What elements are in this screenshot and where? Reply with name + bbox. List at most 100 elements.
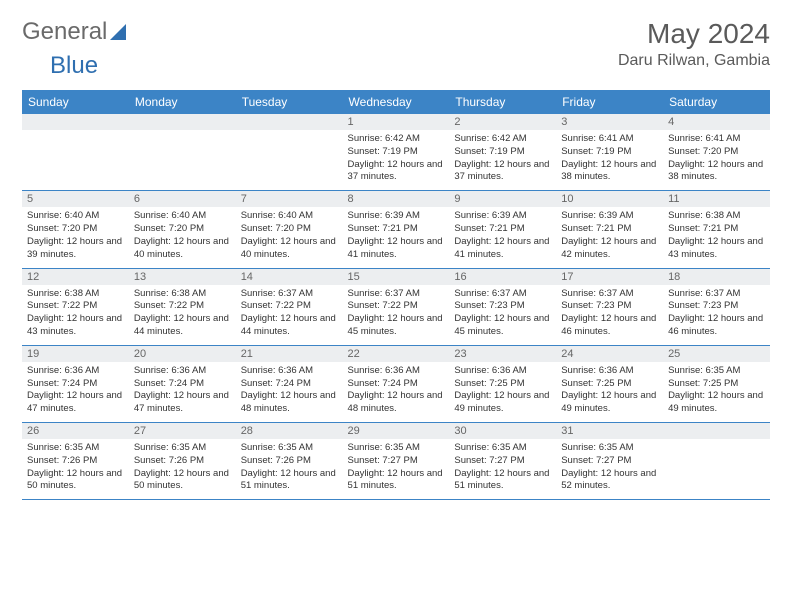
daylight-line: Daylight: 12 hours and 45 minutes. <box>454 313 551 339</box>
sunset-line: Sunset: 7:20 PM <box>668 146 765 159</box>
daylight-line: Daylight: 12 hours and 38 minutes. <box>668 159 765 185</box>
daylight-line: Daylight: 12 hours and 49 minutes. <box>454 390 551 416</box>
calendar-week: 1Sunrise: 6:42 AMSunset: 7:19 PMDaylight… <box>22 114 770 191</box>
day-number: 11 <box>663 191 770 207</box>
sunrise-line: Sunrise: 6:40 AM <box>241 210 338 223</box>
sunrise-line: Sunrise: 6:37 AM <box>241 288 338 301</box>
sunset-line: Sunset: 7:25 PM <box>454 378 551 391</box>
day-number: 22 <box>343 346 450 362</box>
day-body: Sunrise: 6:38 AMSunset: 7:22 PMDaylight:… <box>129 285 236 345</box>
calendar-cell: 23Sunrise: 6:36 AMSunset: 7:25 PMDayligh… <box>449 345 556 422</box>
sunrise-line: Sunrise: 6:36 AM <box>454 365 551 378</box>
sunrise-line: Sunrise: 6:40 AM <box>27 210 124 223</box>
calendar-cell <box>22 114 129 191</box>
calendar-cell: 2Sunrise: 6:42 AMSunset: 7:19 PMDaylight… <box>449 114 556 191</box>
calendar-cell: 8Sunrise: 6:39 AMSunset: 7:21 PMDaylight… <box>343 191 450 268</box>
daylight-line: Daylight: 12 hours and 45 minutes. <box>348 313 445 339</box>
sunrise-line: Sunrise: 6:35 AM <box>27 442 124 455</box>
sunrise-line: Sunrise: 6:35 AM <box>668 365 765 378</box>
day-header: Wednesday <box>343 90 450 114</box>
daylight-line: Daylight: 12 hours and 41 minutes. <box>454 236 551 262</box>
day-body: Sunrise: 6:36 AMSunset: 7:24 PMDaylight:… <box>236 362 343 422</box>
daylight-line: Daylight: 12 hours and 41 minutes. <box>348 236 445 262</box>
sunrise-line: Sunrise: 6:37 AM <box>348 288 445 301</box>
calendar-cell: 28Sunrise: 6:35 AMSunset: 7:26 PMDayligh… <box>236 423 343 500</box>
sunset-line: Sunset: 7:25 PM <box>668 378 765 391</box>
day-number: 6 <box>129 191 236 207</box>
day-number: 4 <box>663 114 770 130</box>
calendar-cell: 11Sunrise: 6:38 AMSunset: 7:21 PMDayligh… <box>663 191 770 268</box>
day-body: Sunrise: 6:36 AMSunset: 7:24 PMDaylight:… <box>129 362 236 422</box>
day-number: 15 <box>343 269 450 285</box>
day-body: Sunrise: 6:36 AMSunset: 7:24 PMDaylight:… <box>343 362 450 422</box>
day-number: 8 <box>343 191 450 207</box>
day-body: Sunrise: 6:35 AMSunset: 7:25 PMDaylight:… <box>663 362 770 422</box>
day-body: Sunrise: 6:35 AMSunset: 7:27 PMDaylight:… <box>343 439 450 499</box>
day-number: 5 <box>22 191 129 207</box>
sunset-line: Sunset: 7:20 PM <box>27 223 124 236</box>
sunrise-line: Sunrise: 6:40 AM <box>134 210 231 223</box>
day-number: 17 <box>556 269 663 285</box>
sunrise-line: Sunrise: 6:35 AM <box>241 442 338 455</box>
sunrise-line: Sunrise: 6:42 AM <box>348 133 445 146</box>
day-number: 7 <box>236 191 343 207</box>
calendar-cell: 13Sunrise: 6:38 AMSunset: 7:22 PMDayligh… <box>129 268 236 345</box>
sunset-line: Sunset: 7:20 PM <box>241 223 338 236</box>
sunrise-line: Sunrise: 6:37 AM <box>668 288 765 301</box>
day-body: Sunrise: 6:39 AMSunset: 7:21 PMDaylight:… <box>449 207 556 267</box>
sunset-line: Sunset: 7:22 PM <box>241 300 338 313</box>
calendar-cell: 4Sunrise: 6:41 AMSunset: 7:20 PMDaylight… <box>663 114 770 191</box>
calendar-cell: 3Sunrise: 6:41 AMSunset: 7:19 PMDaylight… <box>556 114 663 191</box>
day-number <box>663 423 770 439</box>
calendar-cell <box>129 114 236 191</box>
day-body: Sunrise: 6:37 AMSunset: 7:22 PMDaylight:… <box>236 285 343 345</box>
day-header: Tuesday <box>236 90 343 114</box>
daylight-line: Daylight: 12 hours and 44 minutes. <box>241 313 338 339</box>
day-body <box>663 439 770 497</box>
sunrise-line: Sunrise: 6:38 AM <box>27 288 124 301</box>
sunset-line: Sunset: 7:22 PM <box>348 300 445 313</box>
day-number: 24 <box>556 346 663 362</box>
sunrise-line: Sunrise: 6:37 AM <box>454 288 551 301</box>
daylight-line: Daylight: 12 hours and 37 minutes. <box>454 159 551 185</box>
day-body: Sunrise: 6:36 AMSunset: 7:25 PMDaylight:… <box>449 362 556 422</box>
calendar-cell: 30Sunrise: 6:35 AMSunset: 7:27 PMDayligh… <box>449 423 556 500</box>
daylight-line: Daylight: 12 hours and 52 minutes. <box>561 468 658 494</box>
day-number: 13 <box>129 269 236 285</box>
sunset-line: Sunset: 7:20 PM <box>134 223 231 236</box>
calendar-week: 5Sunrise: 6:40 AMSunset: 7:20 PMDaylight… <box>22 191 770 268</box>
calendar-cell: 18Sunrise: 6:37 AMSunset: 7:23 PMDayligh… <box>663 268 770 345</box>
day-body: Sunrise: 6:37 AMSunset: 7:22 PMDaylight:… <box>343 285 450 345</box>
calendar-cell: 14Sunrise: 6:37 AMSunset: 7:22 PMDayligh… <box>236 268 343 345</box>
day-header: Thursday <box>449 90 556 114</box>
sunset-line: Sunset: 7:26 PM <box>241 455 338 468</box>
day-body: Sunrise: 6:41 AMSunset: 7:19 PMDaylight:… <box>556 130 663 190</box>
sunset-line: Sunset: 7:24 PM <box>348 378 445 391</box>
sunrise-line: Sunrise: 6:36 AM <box>348 365 445 378</box>
sunrise-line: Sunrise: 6:38 AM <box>134 288 231 301</box>
day-header: Saturday <box>663 90 770 114</box>
sunset-line: Sunset: 7:27 PM <box>561 455 658 468</box>
day-body: Sunrise: 6:37 AMSunset: 7:23 PMDaylight:… <box>449 285 556 345</box>
sunrise-line: Sunrise: 6:36 AM <box>27 365 124 378</box>
day-body: Sunrise: 6:38 AMSunset: 7:22 PMDaylight:… <box>22 285 129 345</box>
daylight-line: Daylight: 12 hours and 48 minutes. <box>348 390 445 416</box>
sunrise-line: Sunrise: 6:39 AM <box>348 210 445 223</box>
day-number: 29 <box>343 423 450 439</box>
day-number: 18 <box>663 269 770 285</box>
day-number <box>22 114 129 130</box>
day-number: 26 <box>22 423 129 439</box>
calendar-cell: 31Sunrise: 6:35 AMSunset: 7:27 PMDayligh… <box>556 423 663 500</box>
daylight-line: Daylight: 12 hours and 43 minutes. <box>668 236 765 262</box>
logo: General <box>22 18 126 46</box>
sunrise-line: Sunrise: 6:41 AM <box>561 133 658 146</box>
sunrise-line: Sunrise: 6:39 AM <box>561 210 658 223</box>
day-number: 12 <box>22 269 129 285</box>
daylight-line: Daylight: 12 hours and 50 minutes. <box>27 468 124 494</box>
calendar-cell: 16Sunrise: 6:37 AMSunset: 7:23 PMDayligh… <box>449 268 556 345</box>
calendar-cell: 20Sunrise: 6:36 AMSunset: 7:24 PMDayligh… <box>129 345 236 422</box>
day-body: Sunrise: 6:40 AMSunset: 7:20 PMDaylight:… <box>236 207 343 267</box>
day-number: 10 <box>556 191 663 207</box>
daylight-line: Daylight: 12 hours and 38 minutes. <box>561 159 658 185</box>
day-header: Friday <box>556 90 663 114</box>
